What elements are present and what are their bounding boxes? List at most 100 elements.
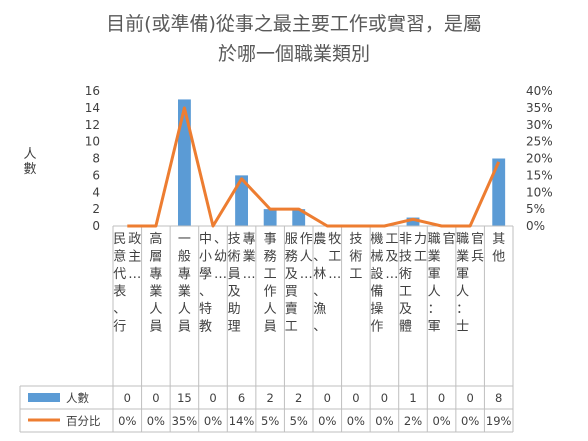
category-label-char: 一	[178, 232, 191, 247]
category-label-char: 意	[113, 249, 126, 265]
table-cell-count: 2	[295, 391, 302, 405]
category-label-char: 員	[228, 267, 241, 282]
y-tick-label: 2	[92, 202, 100, 216]
chart-title-line-2: 於哪一個職業類別	[218, 43, 370, 65]
y-tick-label: 10	[85, 135, 100, 149]
y-tick-label: 6	[92, 168, 100, 182]
category-label-char: 業	[428, 249, 441, 265]
category-label-char: 工	[399, 285, 412, 300]
category-label-char: 般	[178, 249, 191, 265]
category-label-char: 代	[113, 267, 126, 282]
y-tick-label: 16	[85, 84, 100, 98]
y-axis-label-char: 數	[23, 162, 36, 177]
y-axis-label: 人數	[23, 147, 36, 177]
table-cell-count: 0	[124, 391, 131, 405]
y-axis-label-char: 人	[23, 147, 36, 162]
category-label-char: 非	[399, 232, 412, 247]
y2-tick-label: 25%	[526, 135, 553, 149]
category-label-char: 及	[228, 285, 241, 300]
category-label-char: 人	[428, 285, 441, 300]
y-axis-ticks: 0 2 4 6 8 10 12 14 16	[85, 84, 100, 233]
category-label: 服務及買賣工作人…	[285, 232, 313, 335]
category-label-char: 務	[285, 250, 298, 265]
category-label-char: 工	[264, 267, 277, 282]
category-label-char: 民	[113, 232, 126, 247]
category-label-char: 專	[243, 232, 256, 247]
category-label-char: …	[328, 267, 341, 282]
y2-tick-label: 15%	[526, 168, 553, 182]
category-label-char: 高	[149, 231, 162, 247]
category-label-char: 術	[228, 250, 241, 265]
category-label-char: 服	[285, 232, 298, 247]
category-label-char: 事	[264, 232, 277, 247]
category-label-char: 作	[264, 285, 277, 300]
category-label-char: 、	[313, 320, 326, 335]
table-cell-count: 8	[495, 391, 502, 405]
table-cell-count: 0	[466, 391, 473, 405]
category-label-char: 體	[399, 320, 412, 335]
category-label-char: 軍	[428, 267, 441, 282]
category-label-char: 設	[370, 266, 383, 282]
category-label-char: 專	[149, 267, 162, 282]
y2-tick-label: 10%	[526, 185, 553, 199]
legend-label-line: 百分比	[66, 414, 101, 428]
category-label-char: 專	[178, 267, 191, 282]
category-label-char: 業	[456, 249, 469, 265]
y2-tick-label: 0%	[526, 219, 545, 233]
category-label-char: 及	[285, 267, 298, 282]
bar	[235, 175, 248, 226]
category-label-char: 理	[228, 320, 241, 335]
percent-line	[127, 106, 501, 228]
y2-axis-ticks: 0% 5% 10% 15% 20% 25% 30% 35% 40%	[526, 84, 553, 233]
table-cell-count: 2	[266, 391, 273, 405]
category-label-char: 術	[399, 267, 412, 282]
category-label-char: 業	[178, 284, 191, 300]
table-cell-percent: 5%	[261, 414, 279, 428]
category-label-char: 買	[285, 285, 298, 300]
table-cell-count: 15	[177, 391, 192, 405]
line-series	[127, 106, 501, 228]
category-label-char: 務	[264, 250, 277, 265]
category-label-char: …	[385, 267, 398, 282]
chart-title-line-1: 目前(或準備)從事之最主要工作或實習，是屬	[106, 13, 482, 35]
category-label-char: 兵	[471, 250, 484, 265]
legend-label-bar: 人數	[66, 391, 89, 405]
category-label-char: 人	[264, 302, 277, 317]
table-cell-percent: 19%	[486, 414, 512, 428]
category-label-char: 官	[443, 231, 456, 247]
category-label-char: 人	[149, 302, 162, 317]
category-label-char: 工	[385, 232, 398, 247]
category-label-char: 其	[492, 232, 505, 247]
category-label-char: 技	[228, 232, 241, 247]
y-tick-label: 12	[85, 118, 100, 132]
y2-tick-label: 30%	[526, 118, 553, 132]
table-cell-count: 1	[409, 391, 416, 405]
category-label-char: 及	[399, 302, 412, 317]
category-label-char: 職	[428, 232, 441, 247]
category-label-char: 工	[328, 250, 341, 265]
category-label-char: 技	[349, 232, 362, 247]
table-cell-percent: 0%	[147, 414, 165, 428]
table-cell-count: 6	[238, 391, 245, 405]
category-label-char: 農	[313, 232, 326, 247]
table-cell-count: 0	[352, 391, 359, 405]
category-label-char: 中	[199, 232, 212, 247]
category-label-char: …	[300, 267, 313, 282]
category-label-char: 業	[243, 249, 256, 265]
bar	[492, 158, 506, 226]
category-label-char: …	[128, 267, 141, 282]
category-label: 其他	[492, 232, 505, 265]
table-cell-count: 0	[324, 391, 331, 405]
category-label-char: 行	[113, 320, 126, 335]
table-cell-percent: 5%	[290, 414, 308, 428]
chart-title: 目前(或準備)從事之最主要工作或實習，是屬 於哪一個職業類別	[106, 13, 482, 65]
y2-tick-label: 5%	[526, 202, 545, 216]
data-table: 民意代表、行政主…高層專業人員一般專業人員中小學、特教、幼…技術員及助理專業…事…	[19, 226, 514, 433]
category-label-char: 械	[370, 250, 383, 265]
table-cell-percent: 0%	[318, 414, 336, 428]
category-label-char: 軍	[456, 267, 469, 282]
category-label-char: 特	[199, 302, 212, 317]
